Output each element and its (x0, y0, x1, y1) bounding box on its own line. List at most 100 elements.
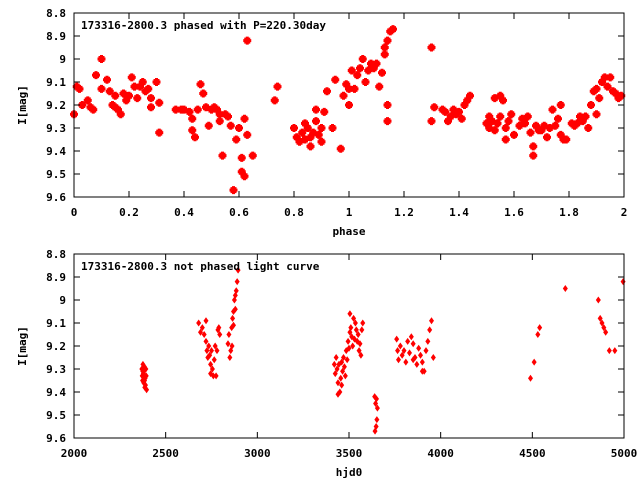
data-point (603, 82, 612, 91)
y-tick-label: 9.6 (46, 191, 66, 204)
data-point (504, 117, 513, 126)
data-point (185, 107, 194, 116)
data-point (529, 142, 538, 151)
data-point (342, 372, 348, 380)
data-point (339, 358, 345, 366)
data-point (273, 82, 282, 91)
x-tick-label: 0 (71, 206, 78, 219)
x-tick-label: 2500 (152, 447, 179, 460)
data-point (345, 101, 353, 109)
unphased-y-ticks: 8.8 8.9 9 9.1 9.2 9.3 9.4 9.5 9.6 (46, 248, 624, 445)
data-point (427, 43, 436, 52)
data-point (501, 135, 510, 144)
y-tick-label: 9.5 (46, 409, 66, 422)
data-point (339, 381, 345, 389)
data-point (529, 151, 538, 160)
data-point (334, 365, 340, 373)
data-point (138, 78, 147, 86)
data-point (554, 114, 562, 123)
data-point (510, 130, 518, 139)
data-point (211, 356, 217, 364)
data-point (378, 68, 386, 77)
data-point (209, 347, 214, 355)
data-point (606, 347, 612, 355)
data-point (346, 344, 352, 352)
data-point (103, 75, 111, 84)
x-tick-label: 2000 (61, 447, 88, 460)
data-point (298, 128, 307, 137)
x-tick-label: 2 (621, 206, 628, 219)
data-point (410, 340, 416, 348)
data-point (601, 324, 607, 332)
y-tick-label: 8.8 (46, 7, 66, 20)
data-point (441, 107, 450, 116)
data-point (314, 130, 323, 139)
data-point (383, 117, 392, 126)
y-tick-label: 9.3 (46, 363, 66, 376)
data-point (75, 84, 84, 93)
data-point (199, 324, 205, 332)
data-point (127, 73, 136, 82)
data-point (592, 110, 601, 119)
data-point (97, 55, 106, 63)
unphased-light-curve-panel: 8.8 8.9 9 9.1 9.2 9.3 9.4 9.5 9.6 2000 2500 3000 35… (16, 248, 637, 479)
data-point (130, 82, 139, 91)
data-point (353, 326, 359, 334)
data-point (348, 324, 354, 332)
data-point (345, 337, 351, 345)
x-tick-label: 0.4 (174, 206, 194, 219)
data-point (526, 128, 535, 137)
data-point (617, 91, 626, 100)
data-point (317, 137, 326, 146)
data-point (312, 117, 320, 126)
unphased-points (139, 266, 626, 435)
data-point (331, 75, 340, 84)
data-point (140, 367, 146, 375)
data-point (339, 91, 348, 100)
data-point (427, 117, 436, 126)
data-point (595, 296, 601, 304)
data-point (338, 374, 344, 382)
data-point (240, 172, 249, 181)
data-point (243, 130, 252, 139)
data-point (218, 151, 227, 160)
data-point (397, 342, 403, 350)
y-tick-label: 9.4 (46, 386, 66, 399)
data-point (83, 96, 92, 105)
data-point (419, 367, 425, 375)
data-point (229, 342, 235, 350)
data-point (358, 351, 364, 359)
data-point (224, 112, 232, 121)
unphased-plot-frame (73, 253, 625, 439)
data-point (350, 342, 356, 350)
data-point (111, 91, 120, 100)
data-point (355, 331, 361, 338)
data-point (144, 84, 153, 93)
data-point (133, 94, 142, 103)
data-point (199, 89, 208, 98)
phased-points (70, 25, 626, 195)
data-point (323, 87, 331, 96)
data-point (350, 84, 359, 93)
data-point (430, 103, 439, 112)
data-point (372, 59, 381, 68)
data-point (352, 319, 358, 327)
y-tick-label: 9.2 (46, 99, 66, 112)
data-point (92, 71, 100, 80)
x-tick-label: 0.8 (284, 206, 304, 219)
x-tick-label: 4500 (519, 447, 546, 460)
x-tick-label: 3000 (244, 447, 271, 460)
data-point (147, 103, 155, 112)
data-point (240, 114, 249, 123)
data-point (584, 124, 593, 132)
data-point (333, 354, 339, 361)
data-point (403, 358, 409, 366)
data-point (430, 354, 436, 361)
data-point (374, 404, 380, 412)
data-point (336, 144, 345, 153)
phased-light-curve-panel: 8.8 8.9 9 9.1 9.2 9.3 9.4 9.5 9.6 0 0.2 0.4 0.6 0.8 1… (16, 7, 627, 238)
data-point (191, 133, 199, 142)
data-point (528, 374, 533, 382)
data-point (551, 121, 560, 130)
phased-y-axis-title: I[mag] (16, 85, 29, 125)
